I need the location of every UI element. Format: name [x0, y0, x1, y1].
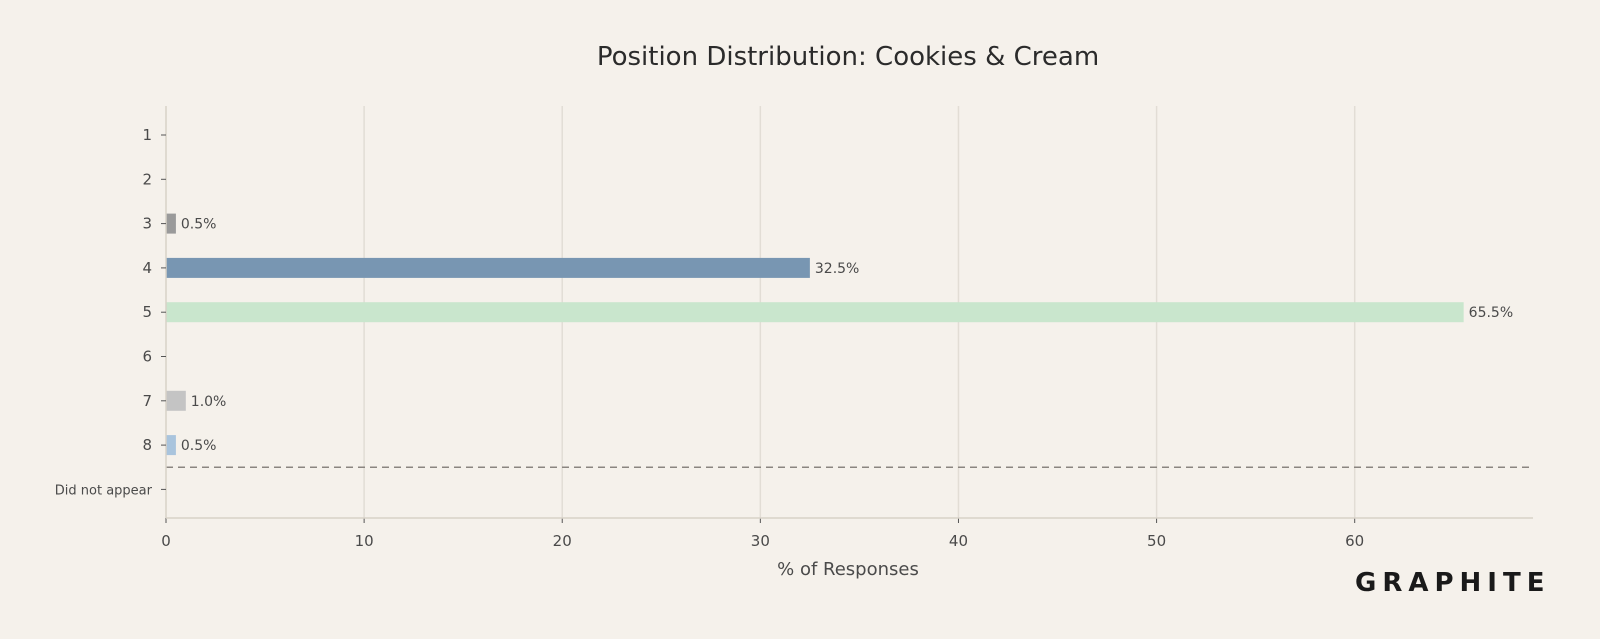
data-label: 65.5%: [1469, 305, 1513, 321]
x-tick-label: 10: [355, 532, 374, 550]
bar-5: [166, 302, 1464, 323]
data-label: 0.5%: [181, 217, 217, 233]
x-tick-label: 30: [751, 532, 770, 550]
x-tick-label: 50: [1147, 532, 1166, 550]
graphite-logo: GRAPHITE: [1355, 568, 1551, 598]
data-label: 1.0%: [191, 394, 227, 410]
bar-8: [166, 435, 176, 456]
data-label: 0.5%: [181, 438, 217, 454]
y-tick-label: 2: [142, 170, 152, 188]
bar-3: [166, 213, 176, 234]
bar-4: [166, 257, 810, 278]
y-tick-label: 4: [142, 259, 152, 277]
bars: [166, 213, 1464, 456]
x-tick-label: 60: [1345, 532, 1364, 550]
y-tick-label: 5: [142, 303, 152, 321]
x-tick-label: 0: [161, 532, 171, 550]
y-tick-label: Did not appear: [55, 483, 153, 498]
data-labels: 0.5% 32.5% 65.5% 1.0% 0.5%: [181, 217, 1513, 455]
chart-title: Position Distribution: Cookies & Cream: [597, 42, 1099, 72]
y-axis: 1 2 3 4 5 6 7 8 Did not appear: [55, 106, 167, 518]
x-axis-title: % of Responses: [777, 559, 919, 580]
x-axis: 0 10 20 30 40 50 60: [161, 517, 1533, 550]
y-tick-label: 1: [142, 126, 152, 144]
x-tick-label: 20: [553, 532, 572, 550]
data-label: 32.5%: [815, 261, 859, 277]
y-tick-label: 3: [142, 215, 152, 233]
y-tick-label: 8: [142, 436, 152, 454]
x-tick-label: 40: [949, 532, 968, 550]
bar-7: [166, 390, 186, 411]
y-tick-label: 6: [142, 348, 152, 366]
y-tick-label: 7: [142, 392, 152, 410]
